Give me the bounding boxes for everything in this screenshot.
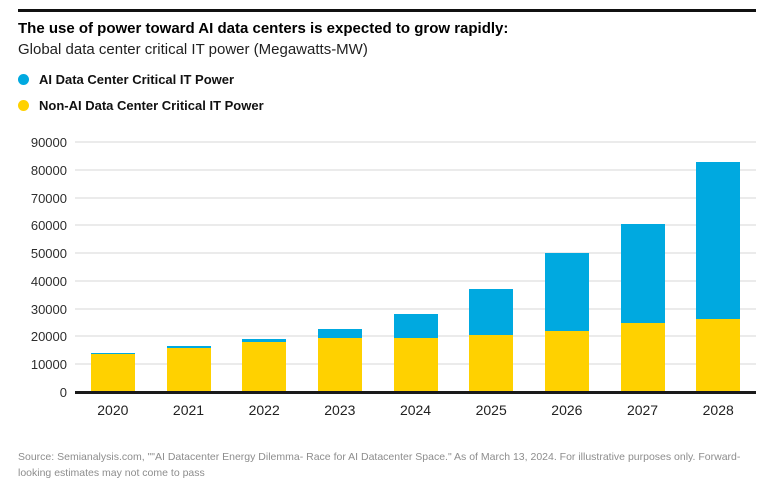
- gridline-40000: [75, 279, 756, 282]
- bars-row: [75, 143, 756, 393]
- bar-group-2023: [302, 143, 378, 393]
- bar-2021: [166, 345, 211, 393]
- chart-title: The use of power toward AI data centers …: [18, 20, 509, 37]
- gridline-80000: [75, 168, 756, 171]
- y-tick-label-10000: 10000: [30, 357, 67, 373]
- y-tick-label-70000: 70000: [30, 190, 67, 206]
- bar-segment-non-ai-2024: [393, 338, 438, 393]
- x-tick-label-2024: 2024: [399, 402, 432, 418]
- bar-group-2020: [75, 143, 151, 393]
- bar-segment-ai-2024: [393, 314, 438, 338]
- legend-item-ai: AI Data Center Critical IT Power: [18, 72, 756, 87]
- ai-series-dot-icon: [18, 74, 29, 85]
- bar-segment-ai-2026: [544, 252, 589, 332]
- x-tick-label-2028: 2028: [702, 402, 734, 418]
- bar-segment-ai-2028: [696, 162, 741, 320]
- x-tick-label-2021: 2021: [172, 402, 205, 418]
- legend-item-non-ai: Non-AI Data Center Critical IT Power: [18, 98, 756, 113]
- y-tick-label-80000: 80000: [30, 162, 67, 178]
- bar-2022: [242, 339, 287, 393]
- bar-group-2027: [605, 143, 681, 393]
- y-tick-label-20000: 20000: [30, 329, 67, 345]
- bar-group-2022: [226, 143, 302, 393]
- gridline-50000: [75, 252, 756, 255]
- bar-segment-non-ai-2021: [166, 348, 211, 393]
- bar-2020: [90, 352, 135, 393]
- bar-segment-ai-2020: [90, 352, 135, 355]
- bar-group-2028: [680, 143, 756, 393]
- y-tick-label-50000: 50000: [30, 246, 67, 262]
- bar-segment-ai-2021: [166, 345, 211, 348]
- bar-2028: [696, 162, 741, 393]
- bar-2026: [544, 252, 589, 393]
- bar-group-2025: [453, 143, 529, 393]
- gridline-60000: [75, 224, 756, 227]
- source-footnote: Source: Semianalysis.com, ""AI Datacente…: [18, 451, 741, 480]
- bar-segment-non-ai-2025: [469, 334, 514, 393]
- x-tick-label-2023: 2023: [324, 402, 356, 418]
- x-axis-labels: 2020 2021 2022 2023 2024 2025 2026 2027 2028: [75, 402, 756, 418]
- y-tick-label-60000: 60000: [30, 218, 67, 234]
- bar-segment-non-ai-2028: [696, 319, 741, 393]
- bar-segment-non-ai-2022: [242, 342, 287, 393]
- bar-2024: [393, 314, 438, 393]
- bar-group-2021: [151, 143, 227, 393]
- gridline-90000: [75, 141, 756, 143]
- bar-segment-ai-2027: [620, 224, 665, 323]
- y-tick-label-0: 0: [59, 385, 67, 400]
- gridline-70000: [75, 196, 756, 199]
- bar-group-2024: [378, 143, 454, 393]
- x-tick-label-2026: 2026: [551, 402, 583, 418]
- x-tick-label-2027: 2027: [626, 402, 659, 418]
- stacked-bar-chart: 0 10000 20000 30000 40000 50000 60000 70000 8000…: [18, 135, 756, 418]
- bar-segment-non-ai-2027: [620, 323, 665, 393]
- bar-segment-ai-2025: [469, 288, 514, 335]
- x-tick-label-2022: 2022: [248, 402, 280, 418]
- y-tick-label-90000: 90000: [30, 135, 67, 150]
- bar-segment-ai-2023: [317, 328, 362, 338]
- chart-subtitle: Global data center critical IT power (Me…: [18, 41, 368, 58]
- bar-2027: [620, 224, 665, 393]
- x-axis-line: [75, 391, 756, 394]
- bar-segment-non-ai-2020: [90, 354, 135, 393]
- y-axis-labels: 0 10000 20000 30000 40000 50000 60000 70000 8000…: [18, 135, 67, 400]
- gridline-30000: [75, 307, 756, 310]
- bar-group-2026: [529, 143, 605, 393]
- non-ai-series-dot-icon: [18, 100, 29, 111]
- legend: AI Data Center Critical IT Power Non-AI …: [18, 72, 756, 113]
- plot-area: 0 10000 20000 30000 40000 50000 60000 70000 8000…: [31, 135, 756, 400]
- bar-segment-non-ai-2023: [317, 338, 362, 393]
- bar-segment-ai-2022: [242, 339, 287, 343]
- bar-2023: [317, 328, 362, 393]
- legend-label-non-ai: Non-AI Data Center Critical IT Power: [39, 98, 264, 113]
- bar-segment-non-ai-2026: [544, 331, 589, 393]
- y-tick-label-40000: 40000: [30, 273, 67, 289]
- x-tick-label-2025: 2025: [475, 402, 507, 418]
- bar-2025: [469, 288, 514, 393]
- top-rule: [18, 9, 756, 12]
- legend-label-ai: AI Data Center Critical IT Power: [39, 72, 235, 87]
- y-tick-label-30000: 30000: [30, 301, 67, 317]
- x-tick-label-2020: 2020: [97, 402, 129, 418]
